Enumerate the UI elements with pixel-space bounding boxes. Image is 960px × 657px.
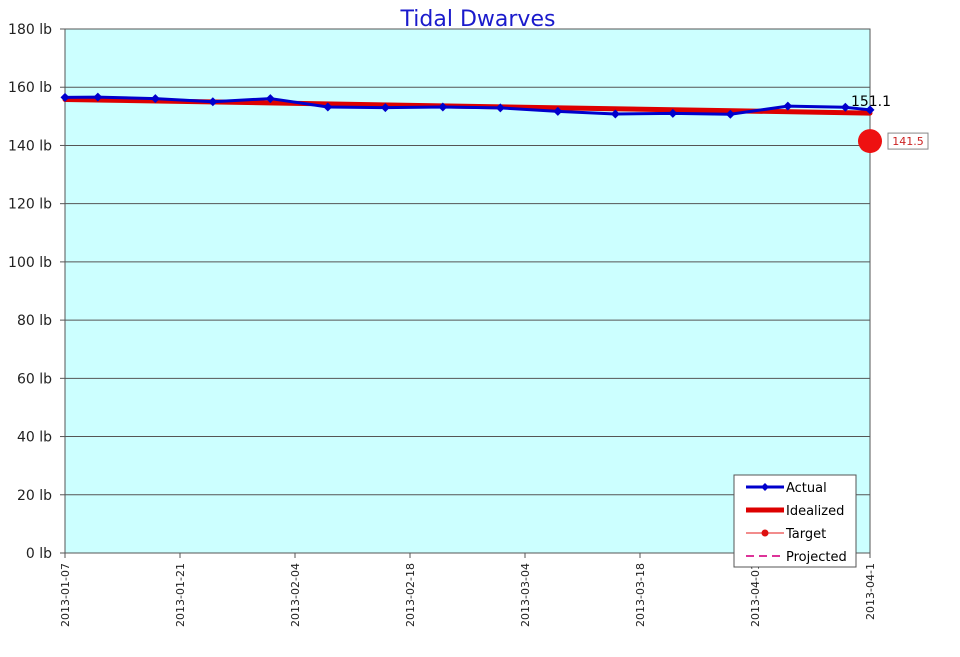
series-target-point bbox=[858, 129, 882, 154]
y-tick-label: 100 lb bbox=[8, 255, 52, 271]
series-actual-line bbox=[64, 95, 871, 116]
series-actual-point bbox=[668, 108, 678, 118]
legend-box bbox=[733, 474, 857, 568]
x-tick-label: 2013-03-04 bbox=[519, 563, 532, 627]
y-tick-label: 140 lb bbox=[8, 138, 52, 154]
series-actual-point bbox=[323, 102, 333, 112]
x-tick-label: 2013-02-04 bbox=[289, 563, 302, 627]
series-actual-point bbox=[725, 109, 735, 119]
series-actual-point bbox=[265, 94, 275, 104]
y-tick-label: 80 lb bbox=[17, 313, 52, 329]
x-tick-label: 2013-03-18 bbox=[634, 563, 647, 627]
annotation-target-label: 141.5 bbox=[892, 135, 924, 148]
x-tick-label: 2013-02-18 bbox=[404, 563, 417, 627]
series-actual-point bbox=[495, 103, 505, 113]
series-actual-point bbox=[553, 106, 563, 116]
legend-actual-marker bbox=[761, 483, 769, 491]
series-actual-point bbox=[610, 109, 620, 119]
x-tick-label: 2013-04-01 bbox=[749, 563, 762, 627]
x-tick-label: 2013-01-07 bbox=[59, 563, 72, 627]
series-actual-point bbox=[865, 105, 875, 115]
legend-label: Projected bbox=[786, 550, 847, 565]
annotation-idealized-label: 151.1 bbox=[851, 94, 891, 110]
y-tick-label: 40 lb bbox=[17, 430, 52, 446]
y-tick-label: 160 lb bbox=[8, 80, 52, 96]
legend-target-marker bbox=[761, 529, 769, 537]
y-tick-label: 0 lb bbox=[26, 546, 52, 562]
y-tick-label: 20 lb bbox=[17, 488, 52, 504]
series-actual-point bbox=[60, 92, 70, 102]
y-tick-label: 60 lb bbox=[17, 371, 52, 387]
chart-title: Tidal Dwarves bbox=[400, 7, 556, 32]
series-actual-point bbox=[380, 103, 390, 113]
x-tick-label: 2013-01-21 bbox=[174, 563, 187, 627]
series-actual-point bbox=[93, 92, 103, 102]
series-actual-point bbox=[150, 94, 160, 104]
series-actual-point bbox=[783, 101, 793, 111]
series-actual-point bbox=[438, 102, 448, 112]
y-tick-label: 120 lb bbox=[8, 197, 52, 213]
plot-area bbox=[64, 28, 871, 554]
legend-label: Target bbox=[785, 527, 826, 542]
series-actual-point bbox=[208, 97, 218, 107]
y-tick-label: 180 lb bbox=[8, 22, 52, 38]
series-actual-point bbox=[840, 102, 850, 112]
legend-label: Idealized bbox=[786, 504, 844, 519]
x-tick-label: 2013-04-1 bbox=[864, 563, 877, 620]
legend-label: Actual bbox=[786, 481, 827, 496]
annotation-target-box bbox=[887, 132, 929, 150]
